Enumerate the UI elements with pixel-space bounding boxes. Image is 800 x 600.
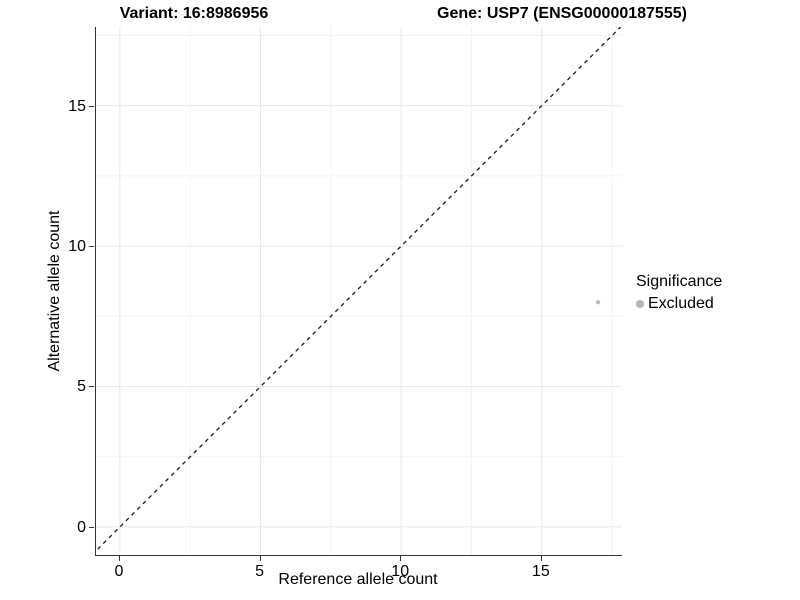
plot-area-svg	[96, 27, 622, 555]
x-axis-title: Reference allele count	[278, 571, 438, 588]
y-tick-label: 5	[77, 378, 86, 396]
legend-item-excluded: Excluded	[636, 295, 722, 313]
y-tick-label: 10	[68, 238, 86, 256]
legend-item-label: Excluded	[648, 295, 714, 312]
x-tick-mark	[400, 556, 402, 561]
x-tick-mark	[540, 556, 542, 561]
x-tick-label: 5	[255, 563, 264, 580]
identity-line	[96, 27, 622, 552]
x-tick-label: 0	[114, 563, 124, 580]
y-tick-label: 0	[77, 518, 86, 536]
y-tick-mark	[89, 386, 94, 388]
x-tick-label: 10	[391, 563, 410, 580]
y-axis-title: Alternative allele count	[46, 210, 63, 372]
legend-title: Significance	[636, 273, 723, 290]
x-tick-mark	[259, 556, 261, 561]
y-tick-label: 15	[68, 97, 86, 115]
y-tick-mark	[89, 526, 94, 528]
plot-title-variant: Variant: 16:8986956	[119, 5, 269, 22]
plot-title-gene: Gene: USP7 (ENSG00000187555)	[437, 5, 687, 22]
legend-key-dot-icon	[636, 300, 644, 308]
data-point	[595, 300, 601, 305]
legend: Significance Excluded	[636, 273, 722, 313]
x-tick-label: 15	[531, 563, 550, 580]
plot-panel	[95, 27, 622, 556]
x-tick-mark	[118, 556, 120, 561]
y-tick-mark	[89, 246, 94, 248]
y-tick-mark	[89, 105, 94, 107]
